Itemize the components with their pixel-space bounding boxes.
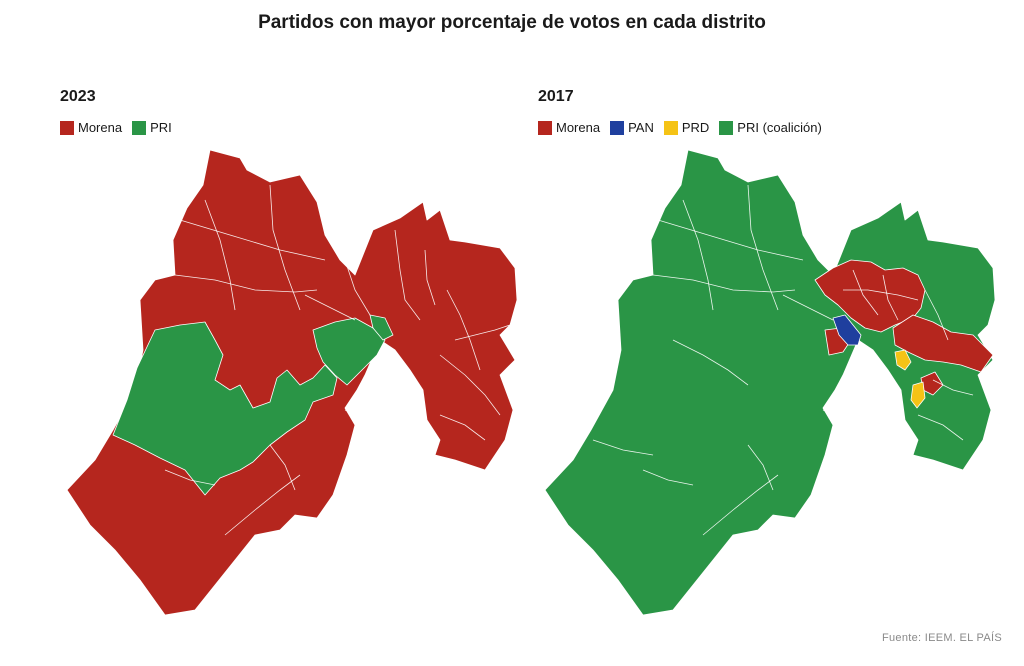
legend-item-pri: PRI — [132, 120, 172, 135]
district-borders-2017 — [592, 184, 974, 536]
district-prd — [894, 349, 912, 371]
state-outline-2023 — [66, 149, 518, 616]
district-pri — [112, 321, 338, 496]
morena-swatch — [538, 120, 552, 135]
morena-swatch — [60, 120, 74, 135]
district-pri — [369, 314, 394, 341]
state-outline-2017 — [544, 149, 996, 616]
legend-label: PRD — [681, 120, 710, 135]
legend-label: Morena — [78, 120, 123, 135]
district-morena — [814, 259, 926, 333]
pri-swatch — [132, 120, 147, 135]
year-label-2023: 2023 — [60, 88, 96, 105]
legend-label: PRI — [150, 120, 172, 135]
district-pri — [544, 149, 996, 616]
legend-item-pan: PAN — [610, 120, 654, 135]
district-morena — [892, 314, 994, 373]
map-2023 — [66, 149, 518, 616]
legend-item-morena: Morena — [60, 120, 122, 135]
year-label-2017: 2017 — [538, 88, 574, 105]
source-note: Fuente: IEEM. EL PAÍS — [881, 632, 1002, 644]
pan-swatch — [610, 120, 625, 135]
legend-label: PRI (coalición) — [737, 120, 822, 135]
map-2017 — [544, 149, 996, 616]
district-borders-2023 — [164, 184, 511, 536]
legend-2017: Morena PAN PRD PRI (coalición) — [538, 120, 822, 135]
district-pan — [832, 314, 862, 346]
legend-2023: Morena PRI — [60, 120, 172, 135]
legend-item-pri-coalicion: PRI (coalición) — [719, 120, 822, 135]
district-prd — [910, 381, 926, 409]
legend-item-morena: Morena — [538, 120, 600, 135]
legend-label: Morena — [556, 120, 601, 135]
legend-label: PAN — [628, 120, 654, 135]
prd-swatch — [663, 120, 678, 135]
pri-swatch — [719, 120, 734, 135]
chart-title: Partidos con mayor porcentaje de votos e… — [258, 12, 766, 33]
legend-item-prd: PRD — [663, 120, 710, 135]
